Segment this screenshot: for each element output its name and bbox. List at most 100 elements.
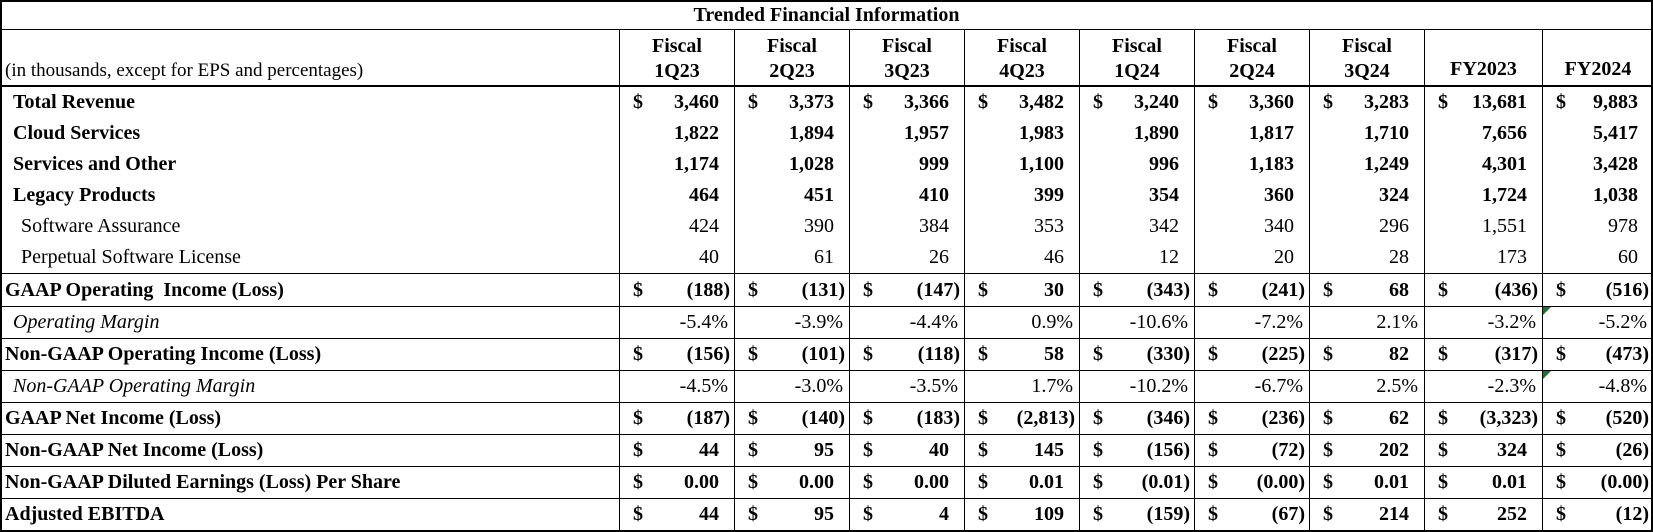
column-header-line2: FY2023: [1450, 58, 1517, 80]
table-cell: $214: [1309, 499, 1424, 531]
cell-value: 44: [699, 438, 719, 461]
cell-value: 1,174: [674, 153, 719, 176]
table-cell: -3.2%: [1424, 306, 1542, 338]
table-cell: $30: [964, 274, 1079, 306]
table-cell: $ (3,323): [1424, 402, 1542, 434]
dollar-sign: $: [863, 470, 873, 493]
table-cell: $ (156): [619, 338, 734, 370]
table-cell: $145: [964, 434, 1079, 466]
cell-value: (140): [801, 406, 845, 429]
table-title: Trended Financial Information: [2, 2, 1651, 30]
row-label: Legacy Products: [13, 184, 156, 207]
cell-value: 1,038: [1593, 184, 1638, 207]
dollar-sign: $: [1323, 278, 1333, 301]
row-label: Perpetual Software License: [21, 246, 241, 269]
cell-value: -10.6%: [1129, 310, 1188, 333]
dollar-sign: $: [1438, 91, 1448, 114]
dollar-sign: $: [978, 342, 988, 365]
dollar-sign: $: [1556, 342, 1566, 365]
table-cell: 410: [849, 180, 964, 212]
row-label: Non-GAAP Operating Income (Loss): [5, 342, 322, 365]
table-cell: 340: [1194, 211, 1309, 243]
table-cell: $62: [1309, 402, 1424, 434]
table-cell: 1,983: [964, 118, 1079, 150]
table-cell: $ (26): [1542, 434, 1653, 466]
dollar-sign: $: [1438, 342, 1448, 365]
cell-value: 3,240: [1134, 91, 1179, 114]
table-cell: $3,460: [619, 87, 734, 119]
column-header-line1: Fiscal: [1227, 34, 1277, 57]
cell-value: (156): [1146, 438, 1190, 461]
cell-value: 1,183: [1249, 153, 1294, 176]
cell-value: 1,249: [1364, 153, 1409, 176]
table-cell: 1,100: [964, 149, 1079, 181]
table-cell: $ (101): [734, 338, 849, 370]
cell-value: 1,957: [904, 122, 949, 145]
cell-value: 354: [1149, 184, 1179, 207]
cell-value: 58: [1044, 342, 1064, 365]
cell-value: (188): [686, 278, 730, 301]
row-label: Non-GAAP Operating Margin: [13, 374, 256, 397]
table-cell: $ (72): [1194, 434, 1309, 466]
table-cell: $ (317): [1424, 338, 1542, 370]
cell-value: (346): [1146, 406, 1190, 429]
table-cell: $ (159): [1079, 499, 1194, 531]
cell-value: 4,301: [1482, 153, 1527, 176]
cell-value: 145: [1034, 438, 1064, 461]
table-row: Non-GAAP Operating Income (Loss) $ (156) $ (…: [2, 337, 1651, 370]
table-row: Cloud Services 1,822 1,894 1,957 1,983 1,890 1…: [2, 118, 1651, 150]
table-cell: 3,428: [1542, 149, 1653, 181]
cell-value: -10.2%: [1129, 374, 1188, 397]
cell-value: 1,100: [1019, 153, 1064, 176]
table-row: GAAP Net Income (Loss) $ (187) $ (140) $ (183)…: [2, 401, 1651, 434]
column-header-line2: 3Q24: [1344, 59, 1390, 82]
cell-value: 324: [1379, 184, 1409, 207]
cell-value: (159): [1146, 503, 1190, 526]
table-cell: $82: [1309, 338, 1424, 370]
cell-value: 3,460: [674, 91, 719, 114]
column-header-line2: FY2024: [1564, 58, 1632, 80]
cell-value: 4: [939, 503, 949, 526]
table-cell: $9,883: [1542, 87, 1653, 119]
table-cell: 26: [849, 242, 964, 274]
table-cell: $0.00: [619, 466, 734, 499]
cell-value: (183): [916, 406, 960, 429]
table-cell: 424: [619, 211, 734, 243]
table-cell: $0.01: [1424, 466, 1542, 499]
dollar-sign: $: [978, 406, 988, 429]
cell-value: (147): [916, 278, 960, 301]
dollar-sign: $: [1208, 406, 1218, 429]
column-header-line2: 1Q24: [1114, 59, 1160, 82]
cell-value: 9,883: [1593, 91, 1638, 114]
table-cell: $3,283: [1309, 87, 1424, 119]
table-cell: $0.00: [734, 466, 849, 499]
column-header-line1: Fiscal: [997, 34, 1047, 57]
cell-value: 1,551: [1482, 215, 1527, 238]
cell-value: (236): [1261, 406, 1305, 429]
cell-value: 40: [929, 438, 949, 461]
cell-value: 1,983: [1019, 122, 1064, 145]
table-cell: 60: [1542, 242, 1653, 274]
table-cell: $ (156): [1079, 434, 1194, 466]
cell-value: -3.9%: [794, 310, 843, 333]
cell-value: -3.0%: [794, 374, 843, 397]
cell-value: 40: [699, 246, 719, 269]
cell-value: 3,373: [789, 91, 834, 114]
cell-value: (330): [1146, 342, 1190, 365]
table-cell: $44: [619, 499, 734, 531]
dollar-sign: $: [1093, 438, 1103, 461]
dollar-sign: $: [1438, 503, 1448, 526]
row-label: Operating Margin: [13, 310, 160, 333]
cell-value: (0.01): [1141, 470, 1190, 493]
column-header-4q23: Fiscal 4Q23: [964, 30, 1079, 85]
table-cell: 7,656: [1424, 118, 1542, 150]
cell-value: 46: [1044, 246, 1064, 269]
cell-value: 424: [689, 215, 719, 238]
table-cell: 996: [1079, 149, 1194, 181]
table-cell: -10.6%: [1079, 306, 1194, 338]
dollar-sign: $: [863, 438, 873, 461]
cell-value: 451: [804, 184, 834, 207]
cell-value: (0.00): [1600, 470, 1649, 493]
error-flag-triangle: [1543, 370, 1551, 379]
